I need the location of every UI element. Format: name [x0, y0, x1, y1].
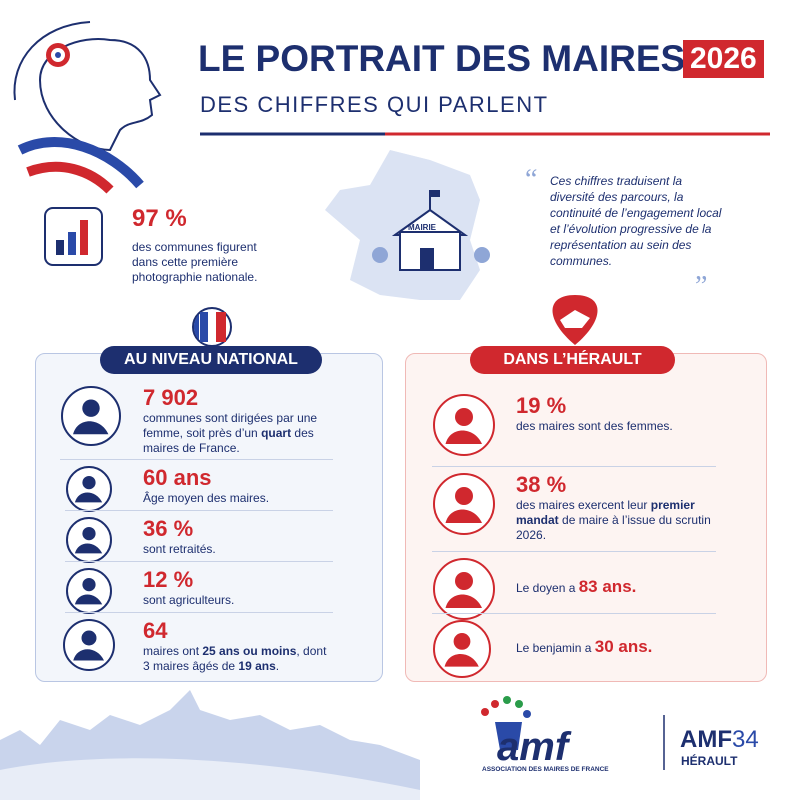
item-text-part: sont retraités.	[143, 542, 216, 556]
item-text-part: sont agriculteurs.	[143, 593, 235, 607]
item-text-part: communes sont dirigées par une femme, so…	[143, 411, 318, 440]
separator	[60, 459, 333, 460]
logo-caption: ASSOCIATION DES MAIRES DE FRANCE	[482, 766, 609, 773]
icon	[66, 568, 112, 614]
amf: AMF	[680, 726, 732, 753]
item-text: sont agriculteurs.	[143, 593, 333, 608]
item-text-part: quart	[261, 426, 292, 440]
item-text-part: 30 ans.	[594, 637, 653, 656]
item: 64 maires ont 25 ans ou moins, dont 3 mai…	[143, 618, 333, 674]
item: 12 % sont agriculteurs.	[143, 567, 333, 608]
separator	[65, 561, 333, 562]
map-label: MAIRIE	[408, 223, 436, 232]
item-text: communes sont dirigées par une femme, so…	[143, 411, 333, 456]
item-text-part: de maire à l’issue du scrutin 2026.	[516, 513, 711, 542]
title: LE PORTRAIT DES MAIRES	[198, 38, 686, 79]
separator	[432, 466, 716, 467]
item-stat: 38 %	[516, 472, 567, 497]
item: 36 % sont retraités.	[143, 516, 333, 557]
item: 19 % des maires sont des femmes.	[516, 393, 716, 434]
amf-number: 34	[731, 726, 759, 753]
item-text-part: des maires exercent leur	[516, 498, 651, 512]
svg-text:”: ”	[695, 271, 707, 302]
item-text: des maires exercent leur premier mandat …	[516, 498, 716, 543]
separator	[432, 613, 716, 614]
icon	[66, 466, 112, 512]
item-text: Le doyen a 83 ans.	[516, 577, 716, 596]
item-text-part: 83 ans.	[578, 577, 637, 596]
svg-text:“: “	[525, 164, 537, 195]
item-text: Âge moyen des maires.	[143, 491, 333, 506]
item-stat: 7 902	[143, 385, 199, 410]
item-text-part: premier mandat	[516, 498, 695, 527]
item-stat: 12 %	[143, 567, 194, 592]
item-text-part: maires ont	[143, 644, 203, 658]
logo: amf	[497, 725, 569, 769]
herault-title: DANS L’HÉRAULT	[470, 346, 675, 374]
separator	[65, 510, 333, 511]
item: 60 ans Âge moyen des maires.	[143, 465, 333, 506]
item-text-part: , dont 3 maires âgés de	[143, 644, 327, 673]
item-stat: 64	[143, 618, 168, 643]
item-text: sont retraités.	[143, 542, 333, 557]
item: Le benjamin a 30 ans.	[516, 619, 716, 656]
item: 38 % des maires exercent leur premier man…	[516, 472, 716, 543]
subtitle: DES CHIFFRES QUI PARLENT	[200, 92, 549, 117]
title-year: 2026	[683, 40, 764, 78]
quote: Ces chiffres traduisent la diversité des…	[550, 174, 722, 268]
item-text: Le benjamin a 30 ans.	[516, 637, 716, 656]
item-text-part: .	[275, 659, 280, 673]
icon	[63, 619, 115, 671]
item-stat: 60 ans	[143, 465, 212, 490]
icon	[433, 473, 495, 535]
intro-stat: 97 %	[132, 205, 187, 232]
item-text: des maires sont des femmes.	[516, 419, 716, 434]
intro-text: des communes figurent dans cette premièr…	[132, 240, 258, 284]
item-text-part: Âge moyen des maires.	[143, 491, 270, 505]
item-text: maires ont 25 ans ou moins, dont 3 maire…	[143, 644, 333, 674]
separator	[65, 612, 333, 613]
item-stat: 19 %	[516, 393, 567, 418]
department: HÉRAULT	[681, 754, 738, 768]
icon	[61, 386, 121, 446]
item-text-part: Le doyen a	[516, 581, 579, 595]
national-title: AU NIVEAU NATIONAL	[100, 346, 322, 374]
item-text-part: 25 ans ou moins	[202, 644, 297, 658]
icon	[66, 517, 112, 563]
item-text-part: Le benjamin a	[516, 641, 595, 655]
item-text-part: des maires de France.	[143, 426, 314, 455]
item: Le doyen a 83 ans.	[516, 557, 716, 596]
item-text-part: des maires sont des femmes.	[516, 419, 673, 433]
amf-label: AMF34	[680, 726, 759, 754]
item: 7 902 communes sont dirigées par une femm…	[143, 385, 333, 456]
icon	[433, 558, 495, 620]
separator	[432, 551, 716, 552]
item-stat: 36 %	[143, 516, 194, 541]
item-text-part: 19 ans	[238, 659, 276, 673]
icon	[433, 394, 495, 456]
icon	[433, 620, 491, 678]
